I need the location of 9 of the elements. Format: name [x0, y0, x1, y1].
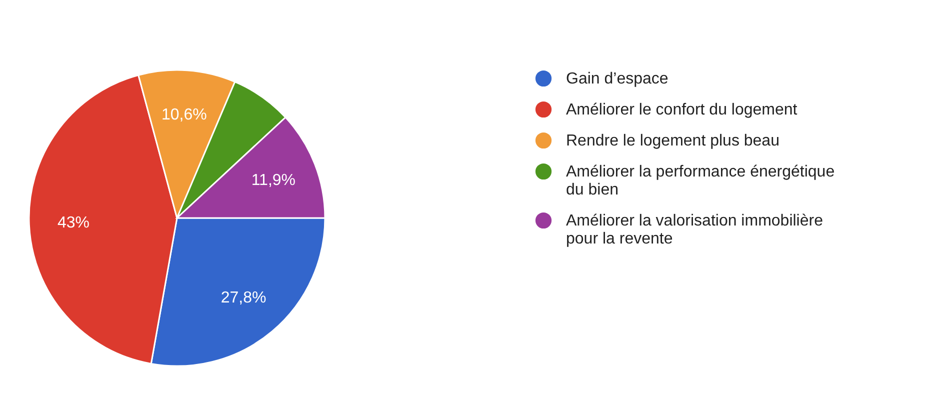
legend-label: Améliorer la valorisation immobilière pour la revente — [566, 212, 824, 248]
data-label: 27,8% — [220, 289, 266, 306]
data-label: 11,9% — [251, 172, 296, 190]
legend-label: Gain d’espace — [566, 70, 668, 88]
legend-label: Améliorer le confort du logement — [566, 102, 798, 118]
data-label: 10,6% — [161, 106, 207, 124]
legend-label: Améliorer la performance énergétique du bien — [566, 164, 835, 198]
legend-label: Rendre le logement plus beau — [566, 132, 780, 150]
data-label: 43% — [57, 214, 90, 232]
